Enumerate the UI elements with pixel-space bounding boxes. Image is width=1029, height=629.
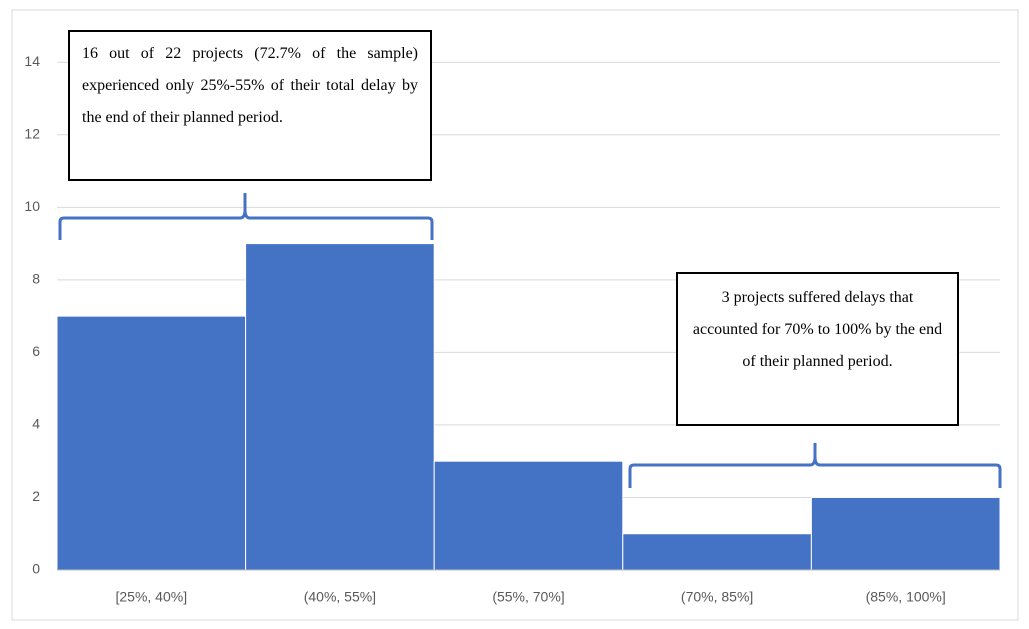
y-tick-label: 10 [24,198,40,214]
bar [810,496,1001,571]
y-tick-label: 6 [32,343,40,359]
y-tick-label: 12 [24,126,40,142]
bar [245,243,435,571]
y-tick-label: 8 [32,271,40,287]
y-tick-label: 14 [24,53,40,69]
bar [622,533,812,571]
y-tick-label: 2 [32,488,40,504]
annotation: 3 projects suffered delays that accounte… [676,272,959,426]
annotation: 16 out of 22 projects (72.7% of the samp… [68,30,432,181]
bar [433,460,624,571]
x-tick-label: (70%, 85%] [681,589,753,605]
x-tick-label: (55%, 70%] [492,589,564,605]
chart-border [11,9,1019,621]
brace [628,443,1002,488]
brace [58,193,434,240]
x-tick-label: (40%, 55%] [304,589,376,605]
bar [56,315,247,571]
x-tick-label: [25%, 40%] [115,589,187,605]
y-tick-label: 4 [32,416,40,432]
x-tick-label: (85%, 100%] [866,589,946,605]
y-tick-label: 0 [32,561,40,577]
